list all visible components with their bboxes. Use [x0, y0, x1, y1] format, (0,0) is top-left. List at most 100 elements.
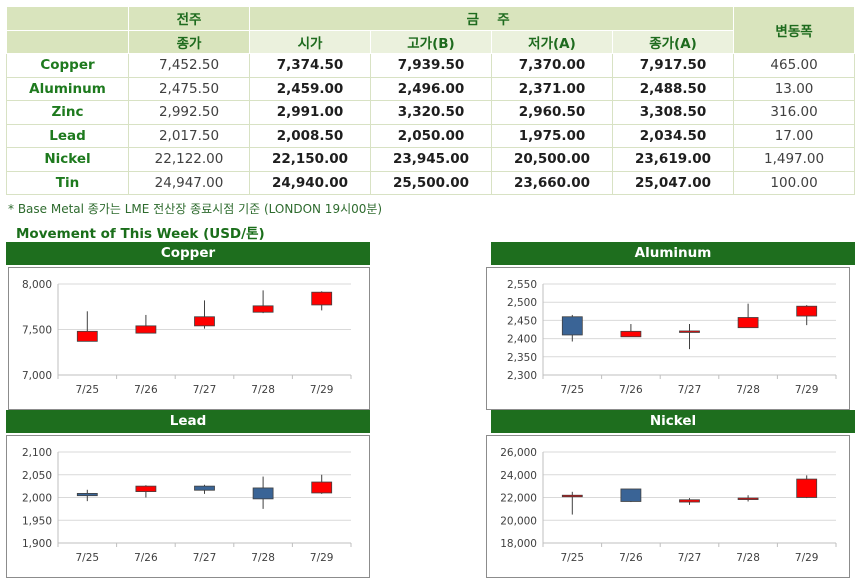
- table-row: Tin 24,947.00 24,940.00 25,500.00 23,660.00 2…: [6, 170, 856, 195]
- x-tick-label: 7/25: [76, 552, 100, 564]
- low-cell: 2,960.50: [491, 100, 613, 125]
- high-cell: 25,500.00: [370, 170, 492, 195]
- change-cell: 465.00: [733, 53, 856, 78]
- table-row: Lead 2,017.50 2,008.50 2,050.00 1,975.00 2,03…: [6, 123, 856, 148]
- table-body: Copper 7,452.50 7,374.50 7,939.50 7,370.00 7,…: [6, 53, 856, 195]
- chart-title-nickel: Nickel: [491, 410, 855, 433]
- table-subheader-row: 종가 시가 고가(B) 저가(A) 종가(A): [6, 29, 855, 54]
- footnote: * Base Metal 종가는 LME 전산장 종료시점 기준 (LONDON…: [8, 202, 383, 216]
- x-tick-label: 7/27: [193, 384, 217, 396]
- nickel-candlestick-plot: 18,000 20,000 22,000 24,000 26,000 7/25 7/26 7/…: [500, 447, 837, 564]
- candle-body: [194, 485, 215, 491]
- close-cell: 2,488.50: [611, 76, 735, 101]
- x-tick-label: 7/26: [134, 552, 158, 564]
- x-tick-label: 7/28: [251, 552, 275, 564]
- y-tick-label: 2,450: [507, 315, 537, 327]
- aluminum-chart: Aluminum 2,300 2,350 2,400 2,450 2,500 2,550 7…: [486, 242, 855, 410]
- y-tick-label: 2,500: [507, 297, 537, 309]
- y-tick-label: 2,400: [507, 334, 537, 346]
- open-cell: 2,459.00: [249, 76, 371, 101]
- y-tick-label: 22,000: [500, 493, 537, 505]
- x-tick-label: 7/28: [251, 384, 275, 396]
- y-tick-label: 2,550: [507, 279, 537, 291]
- change-cell: 17.00: [733, 123, 856, 148]
- lead-chart: Lead 1,900 1,950 2,000 2,050 2,100 7/25 7/26 7/…: [6, 410, 370, 578]
- prev-cell: 22,122.00: [128, 147, 250, 172]
- x-tick-label: 7/28: [736, 384, 760, 396]
- y-tick-label: 20,000: [500, 515, 537, 527]
- y-tick-label: 26,000: [500, 447, 537, 459]
- table-row: Nickel 22,122.00 22,150.00 23,945.00 20,500.…: [6, 147, 856, 172]
- prev-cell: 2,475.50: [128, 76, 250, 101]
- x-tick-label: 7/26: [619, 552, 643, 564]
- table-row: Zinc 2,992.50 2,991.00 3,320.50 2,960.50 3,30…: [6, 100, 856, 125]
- metal-cell: Copper: [6, 53, 129, 78]
- y-tick-label: 2,350: [507, 352, 537, 364]
- chart-title-copper: Copper: [6, 242, 370, 265]
- section-title: Movement of This Week (USD/톤): [16, 226, 265, 242]
- close-cell: 2,034.50: [611, 123, 735, 148]
- high-cell: 7,939.50: [370, 53, 492, 78]
- y-tick-label: 18,000: [500, 538, 537, 550]
- y-tick-label: 24,000: [500, 470, 537, 482]
- table-row: Copper 7,452.50 7,374.50 7,939.50 7,370.00 7,…: [6, 53, 856, 78]
- open-header: 시가: [249, 29, 371, 54]
- candle-body: [311, 481, 333, 494]
- close-cell: 25,047.00: [611, 170, 735, 195]
- x-tick-label: 7/28: [736, 552, 760, 564]
- x-tick-label: 7/27: [678, 552, 702, 564]
- open-cell: 7,374.50: [249, 53, 371, 78]
- candle-body: [194, 316, 215, 327]
- close-cell: 23,619.00: [611, 147, 735, 172]
- prev-cell: 2,992.50: [128, 100, 250, 125]
- metal-cell: Tin: [6, 170, 129, 195]
- open-cell: 24,940.00: [249, 170, 371, 195]
- prev-cell: 24,947.00: [128, 170, 250, 195]
- table-row: Aluminum 2,475.50 2,459.00 2,496.00 2,371.00…: [6, 76, 856, 101]
- this-week-header: 금 주: [248, 6, 735, 31]
- change-cell: 100.00: [733, 170, 856, 195]
- x-tick-label: 7/29: [795, 384, 819, 396]
- y-tick-label: 2,300: [507, 370, 537, 382]
- candle-body: [252, 487, 274, 500]
- copper-chart: Copper 7,000 7,500 8,000 7/25 7/26 7/27 7/28 7/…: [6, 242, 370, 410]
- low-cell: 2,371.00: [491, 76, 613, 101]
- x-tick-label: 7/25: [76, 384, 100, 396]
- candle-body: [737, 317, 759, 329]
- prev-close-header-bottom: 종가: [128, 29, 250, 54]
- low-cell: 20,500.00: [491, 147, 613, 172]
- candle-body: [135, 325, 157, 334]
- candle-body: [796, 478, 818, 498]
- candle-body: [796, 305, 818, 317]
- low-header: 저가(A): [491, 29, 613, 54]
- x-tick-label: 7/29: [310, 384, 334, 396]
- candle-body: [620, 488, 642, 502]
- x-tick-label: 7/25: [561, 552, 585, 564]
- candle-body: [620, 330, 642, 338]
- candle-body: [76, 493, 98, 497]
- x-tick-label: 7/27: [193, 552, 217, 564]
- change-cell: 316.00: [733, 100, 856, 125]
- open-cell: 2,008.50: [249, 123, 371, 148]
- change-cell: 1,497.00: [733, 147, 856, 172]
- high-header: 고가(B): [370, 29, 492, 54]
- price-table: 전주 금 주 변동폭 종가 시가 고가(B) 저가(A) 종가(A) Coppe…: [6, 6, 856, 195]
- nickel-chart: Nickel 18,000 20,000 22,000 24,000 26,000 7/2…: [486, 410, 855, 578]
- chart-title-lead: Lead: [6, 410, 370, 433]
- x-tick-label: 7/27: [678, 384, 702, 396]
- y-tick-label: 7,000: [22, 370, 52, 382]
- candle-body: [679, 330, 700, 333]
- y-tick-label: 1,950: [22, 515, 52, 527]
- low-cell: 23,660.00: [491, 170, 613, 195]
- y-tick-label: 2,000: [22, 493, 52, 505]
- prev-cell: 2,017.50: [128, 123, 250, 148]
- aluminum-candlestick-plot: 2,300 2,350 2,400 2,450 2,500 2,550 7/25 7/26 7/…: [507, 279, 837, 396]
- table-header-row: 전주 금 주 변동폭: [6, 6, 856, 54]
- low-cell: 1,975.00: [491, 123, 613, 148]
- candle-body: [311, 291, 333, 306]
- y-tick-label: 7,500: [22, 325, 52, 337]
- y-tick-label: 8,000: [22, 279, 52, 291]
- candle-body: [135, 485, 157, 492]
- prev-close-header-top: 전주: [128, 6, 250, 31]
- close-header: 종가(A): [611, 29, 735, 54]
